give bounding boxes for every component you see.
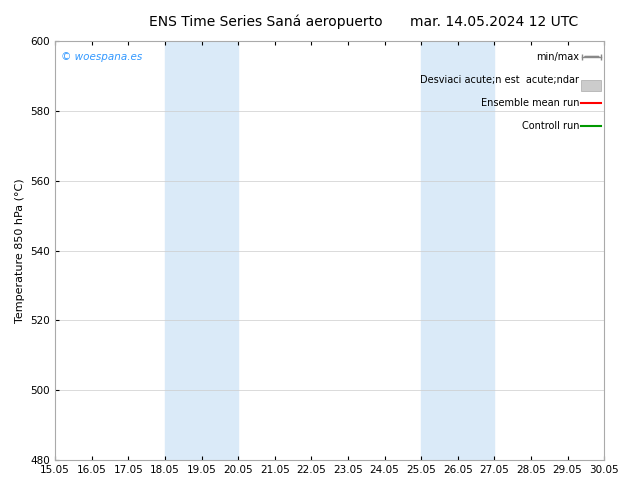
Text: ENS Time Series Saná aeropuerto: ENS Time Series Saná aeropuerto bbox=[150, 15, 383, 29]
Text: mar. 14.05.2024 12 UTC: mar. 14.05.2024 12 UTC bbox=[410, 15, 579, 29]
Bar bbox=[165, 41, 238, 460]
Text: Desviaci acute;n est  acute;ndar: Desviaci acute;n est acute;ndar bbox=[420, 74, 579, 85]
Bar bbox=[421, 41, 495, 460]
Text: Controll run: Controll run bbox=[522, 121, 579, 131]
Text: Ensemble mean run: Ensemble mean run bbox=[481, 98, 579, 108]
Text: min/max: min/max bbox=[536, 51, 579, 62]
Text: © woespana.es: © woespana.es bbox=[61, 51, 142, 62]
Y-axis label: Temperature 850 hPa (°C): Temperature 850 hPa (°C) bbox=[15, 178, 25, 323]
FancyBboxPatch shape bbox=[581, 79, 602, 91]
